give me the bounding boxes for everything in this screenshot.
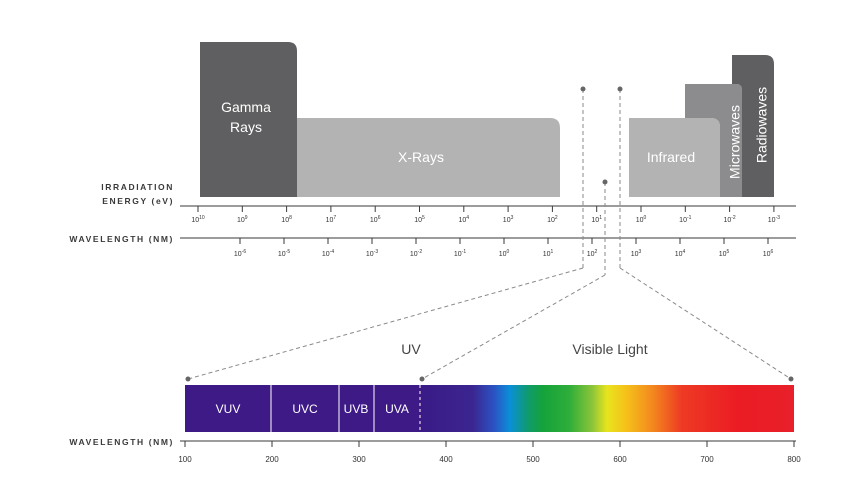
band-infrared-label: Infrared bbox=[647, 149, 695, 165]
uv-segment-vuv: VUV bbox=[216, 402, 241, 416]
bottom-wavelength-axis-label: WAVELENGTH (NM) bbox=[69, 437, 174, 447]
wavelength-tick-label: 10-5 bbox=[278, 249, 290, 258]
guide-visible-end-diagonal bbox=[619, 267, 792, 380]
energy-tick-label: 1010 bbox=[191, 215, 205, 224]
energy-tick-label: 10-3 bbox=[768, 215, 780, 224]
bottom-tick-label: 500 bbox=[526, 455, 540, 464]
band-gamma: Gamma Rays bbox=[200, 42, 297, 197]
region-visible-label: Visible Light bbox=[572, 341, 647, 357]
energy-tick-label: 105 bbox=[414, 215, 425, 224]
guide-dot bbox=[788, 376, 794, 382]
zoom-guides bbox=[187, 89, 792, 380]
wavelength-tick-label: 10-1 bbox=[454, 249, 466, 258]
bottom-tick-label: 700 bbox=[700, 455, 714, 464]
bottom-tick-label: 600 bbox=[613, 455, 627, 464]
band-radiowaves-label: Radiowaves bbox=[754, 87, 770, 163]
guide-dot bbox=[580, 86, 586, 92]
wavelength-tick-label: 105 bbox=[719, 249, 730, 258]
band-xrays: X-Rays bbox=[285, 118, 560, 197]
energy-tick-label: 104 bbox=[459, 215, 470, 224]
guide-dot bbox=[617, 86, 623, 92]
wavelength-tick-label: 101 bbox=[543, 249, 554, 258]
energy-tick-label: 100 bbox=[636, 215, 647, 224]
energy-tick-group: 1010 109 108 107 106 105 104 103 102 101 100 10-1 10… bbox=[191, 206, 780, 224]
bottom-tick-group: 100 200 300 400 500 600 700 800 bbox=[178, 441, 801, 464]
wavelength-tick-label: 100 bbox=[499, 249, 510, 258]
bottom-tick-label: 800 bbox=[787, 455, 801, 464]
energy-tick-label: 102 bbox=[547, 215, 558, 224]
visible-spectrum-gradient bbox=[420, 385, 794, 432]
uv-spectrum-block bbox=[185, 385, 421, 432]
band-microwaves: Microwaves bbox=[685, 84, 743, 197]
energy-tick-label: 10-1 bbox=[679, 215, 691, 224]
bottom-tick-label: 300 bbox=[352, 455, 366, 464]
band-xrays-label: X-Rays bbox=[398, 149, 444, 165]
bottom-tick-label: 200 bbox=[265, 455, 279, 464]
energy-axis-label-line1: IRRADIATION bbox=[101, 182, 174, 192]
wavelength-tick-label: 10-6 bbox=[234, 249, 246, 258]
bottom-tick-label: 100 bbox=[178, 455, 192, 464]
guide-dots bbox=[185, 86, 794, 382]
uv-dividers bbox=[270, 385, 421, 432]
energy-tick-label: 107 bbox=[326, 215, 337, 224]
energy-tick-label: 106 bbox=[370, 215, 381, 224]
wavelength-tick-label: 10-2 bbox=[410, 249, 422, 258]
region-uv-label: UV bbox=[401, 341, 421, 357]
wavelength-axis-label: WAVELENGTH (NM) bbox=[69, 234, 174, 244]
energy-axis-label-line2: ENERGY (eV) bbox=[102, 196, 174, 206]
wavelength-tick-label: 102 bbox=[587, 249, 598, 258]
guide-dot bbox=[185, 376, 191, 382]
band-gamma-label-line2: Rays bbox=[230, 119, 262, 135]
bottom-tick-label: 400 bbox=[439, 455, 453, 464]
uv-segment-uvc: UVC bbox=[292, 402, 318, 416]
energy-tick-label: 101 bbox=[591, 215, 602, 224]
guide-dot bbox=[602, 179, 608, 185]
wavelength-tick-label: 10-4 bbox=[322, 249, 334, 258]
band-microwaves-label: Microwaves bbox=[727, 105, 743, 179]
band-gamma-label-line1: Gamma bbox=[221, 99, 271, 115]
guide-uv-start-diagonal bbox=[187, 267, 584, 380]
energy-tick-label: 10-2 bbox=[723, 215, 735, 224]
band-radiowaves: Radiowaves bbox=[732, 55, 774, 197]
wavelength-tick-label: 106 bbox=[763, 249, 774, 258]
wavelength-tick-label: 104 bbox=[675, 249, 686, 258]
guide-dot bbox=[419, 376, 425, 382]
band-infrared: Infrared bbox=[629, 118, 720, 197]
wavelength-tick-label: 103 bbox=[631, 249, 642, 258]
energy-tick-label: 103 bbox=[503, 215, 514, 224]
energy-tick-label: 108 bbox=[281, 215, 292, 224]
uv-segment-uvb: UVB bbox=[344, 402, 369, 416]
wavelength-tick-label: 10-3 bbox=[366, 249, 378, 258]
energy-tick-label: 109 bbox=[237, 215, 248, 224]
wavelength-tick-group: 10-6 10-5 10-4 10-3 10-2 10-1 100 101 102 103 104 1… bbox=[234, 238, 774, 258]
guide-uv-visible-diagonal bbox=[421, 274, 606, 380]
uv-segment-uva: UVA bbox=[385, 402, 409, 416]
